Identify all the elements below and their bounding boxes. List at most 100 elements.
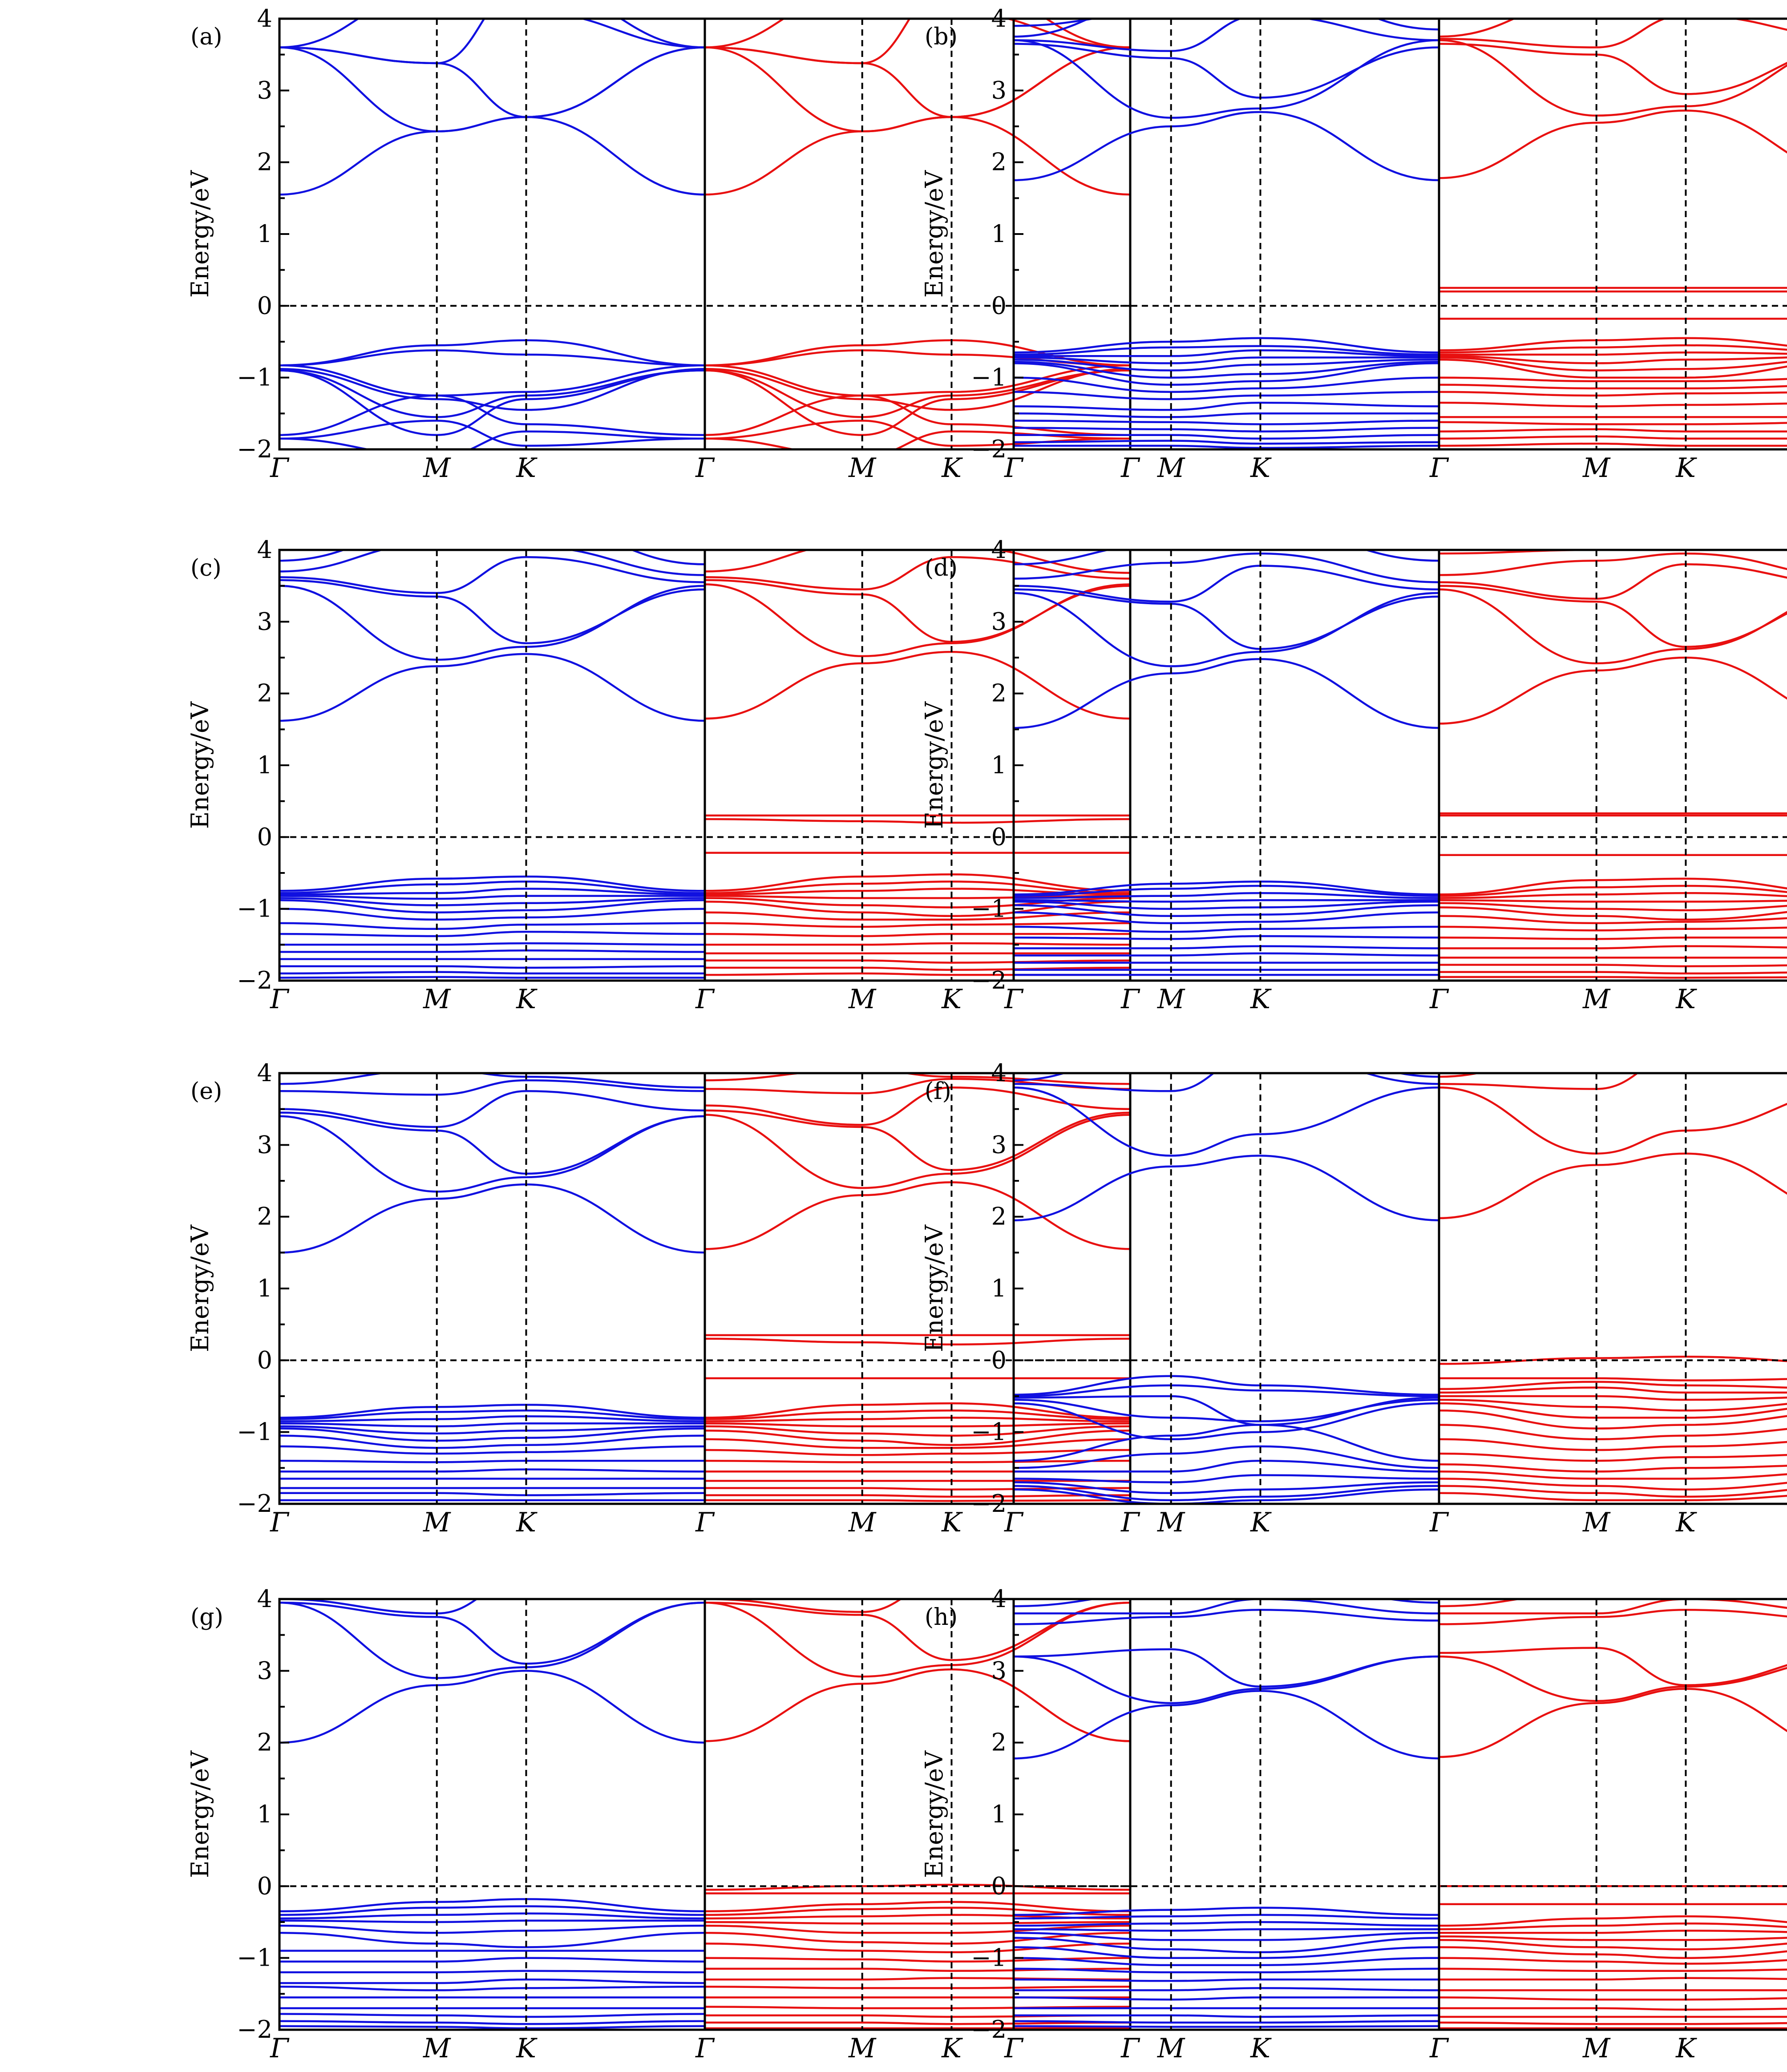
spin-down-band-20 bbox=[705, 1487, 1130, 1490]
spin-down-band-9 bbox=[1439, 344, 1787, 354]
spin-up-band-9 bbox=[279, 1422, 705, 1428]
k-point-label: Γ bbox=[695, 452, 715, 484]
spin-down-band-16 bbox=[1439, 1977, 1787, 1981]
spin-up-band-18 bbox=[279, 2020, 705, 2025]
spin-down-band-15 bbox=[1439, 384, 1787, 390]
spin-up-band-7 bbox=[279, 1410, 705, 1420]
spin-up-band-6 bbox=[1014, 337, 1439, 354]
y-tick-label: 1 bbox=[257, 1274, 272, 1302]
spin-down-band-22 bbox=[1439, 976, 1787, 979]
k-point-label: Γ bbox=[1429, 2033, 1449, 2064]
spin-down-band-12 bbox=[704, 1422, 1130, 1428]
spin-down-band-14 bbox=[1439, 376, 1787, 382]
spin-down-band-4 bbox=[704, 1883, 1130, 1891]
spin-up-band-14 bbox=[279, 1985, 705, 1991]
y-tick-label: −2 bbox=[237, 966, 272, 994]
spin-down-band-12 bbox=[1439, 1424, 1787, 1441]
spin-up-band-20 bbox=[1014, 2020, 1439, 2024]
spin-up-band-11 bbox=[1014, 904, 1439, 917]
y-tick-label: −1 bbox=[237, 364, 272, 392]
y-tick-label: −2 bbox=[237, 2015, 272, 2044]
y-tick-label: 4 bbox=[991, 1059, 1007, 1087]
k-point-label: Γ bbox=[1004, 984, 1024, 1015]
spin-up-band-2 bbox=[279, 579, 705, 644]
spin-down-band-3 bbox=[704, 1599, 1130, 1613]
spin-down-band-10 bbox=[1439, 1930, 1787, 1934]
y-tick-label: −2 bbox=[971, 2015, 1007, 2044]
spin-up-band-10 bbox=[1014, 359, 1439, 372]
k-point-label: M bbox=[848, 984, 877, 1015]
spin-down-band-3 bbox=[1439, 563, 1787, 600]
spin-up-band-10 bbox=[1014, 1445, 1439, 1469]
spin-down-band-0 bbox=[1439, 109, 1787, 179]
bands bbox=[1014, 550, 1787, 979]
spin-down-band-1 bbox=[1439, 1655, 1787, 1702]
spin-down-band-17 bbox=[1439, 1478, 1787, 1490]
k-point-label: K bbox=[1675, 984, 1697, 1015]
y-axis-label: Energy/eV bbox=[920, 170, 948, 298]
y-tick-label: 1 bbox=[991, 751, 1007, 779]
spin-up-band-17 bbox=[1014, 420, 1439, 425]
spin-down-band-21 bbox=[1439, 435, 1787, 440]
spin-down-band-16 bbox=[1439, 391, 1787, 397]
k-point-label: Γ bbox=[1120, 2033, 1140, 2064]
spin-up-band-12 bbox=[1014, 911, 1439, 925]
y-tick-label: 0 bbox=[991, 291, 1007, 319]
spin-up-band-2 bbox=[279, 1111, 705, 1175]
spin-down-band-4 bbox=[704, 550, 1130, 574]
spin-down-band-11 bbox=[704, 1931, 1130, 1945]
k-point-label: Γ bbox=[1004, 1507, 1024, 1538]
spin-up-band-0 bbox=[279, 1183, 705, 1254]
spin-up-band-13 bbox=[1014, 376, 1439, 393]
y-tick-label: 3 bbox=[991, 607, 1007, 635]
spin-down-band-13 bbox=[704, 901, 1130, 917]
spin-down-band-19 bbox=[1439, 421, 1787, 425]
spin-up-band-1 bbox=[1014, 1086, 1439, 1157]
spin-down-band-14 bbox=[1439, 1957, 1787, 1965]
spin-up-band-3 bbox=[279, 1599, 705, 1615]
spin-up-band-21 bbox=[1014, 444, 1439, 449]
y-tick-label: 4 bbox=[991, 536, 1007, 564]
spin-up-band-14 bbox=[279, 931, 705, 937]
k-point-label: Γ bbox=[695, 984, 715, 1015]
spin-up-band-19 bbox=[1014, 434, 1439, 440]
spin-down-band-13 bbox=[704, 1425, 1130, 1437]
spin-up-band-10 bbox=[279, 897, 705, 906]
spin-up-band-6 bbox=[279, 349, 705, 367]
y-tick-label: 3 bbox=[257, 607, 272, 635]
spin-up-band-1 bbox=[279, 585, 705, 661]
y-tick-label: 1 bbox=[991, 1800, 1007, 1828]
spin-up-band-21 bbox=[1014, 2025, 1439, 2028]
spin-down-band-17 bbox=[1439, 401, 1787, 408]
y-tick-label: −1 bbox=[971, 895, 1007, 923]
spin-down-band-0 bbox=[1439, 656, 1787, 725]
spin-up-band-0 bbox=[1014, 111, 1439, 182]
k-point-label: Γ bbox=[270, 1507, 290, 1538]
spin-down-band-19 bbox=[1439, 2007, 1787, 2011]
spin-up-band-7 bbox=[1014, 1398, 1439, 1422]
spin-up-band-5 bbox=[1014, 550, 1439, 565]
spin-down-band-11 bbox=[704, 895, 1130, 899]
spin-down-band-11 bbox=[1439, 1935, 1787, 1941]
y-tick-label: −2 bbox=[971, 435, 1007, 463]
spin-up-band-13 bbox=[279, 1978, 705, 1984]
spin-down-band-12 bbox=[1439, 1939, 1787, 1951]
spin-down-band-2 bbox=[1439, 43, 1787, 95]
spin-up-band-5 bbox=[1014, 1599, 1439, 1608]
spin-up-band-1 bbox=[279, 1601, 705, 1679]
spin-up-band-12 bbox=[279, 420, 705, 447]
k-point-label: Γ bbox=[1004, 452, 1024, 484]
k-point-label: M bbox=[1582, 452, 1611, 484]
k-point-label: K bbox=[1250, 452, 1272, 484]
y-tick-label: 2 bbox=[257, 1729, 272, 1757]
k-point-label: K bbox=[1250, 984, 1272, 1015]
spin-up-band-9 bbox=[279, 369, 705, 418]
spin-up-band-12 bbox=[279, 908, 705, 921]
spin-down-band-4 bbox=[1439, 552, 1787, 576]
spin-up-band-14 bbox=[1014, 935, 1439, 940]
spin-up-band-6 bbox=[279, 875, 705, 892]
spin-down-band-10 bbox=[704, 369, 1130, 436]
y-tick-label: −2 bbox=[237, 435, 272, 463]
spin-up-band-6 bbox=[1014, 1906, 1439, 1916]
spin-up-band-11 bbox=[279, 394, 705, 436]
